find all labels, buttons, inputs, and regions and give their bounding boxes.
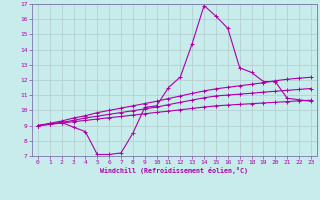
X-axis label: Windchill (Refroidissement éolien,°C): Windchill (Refroidissement éolien,°C) — [100, 167, 248, 174]
